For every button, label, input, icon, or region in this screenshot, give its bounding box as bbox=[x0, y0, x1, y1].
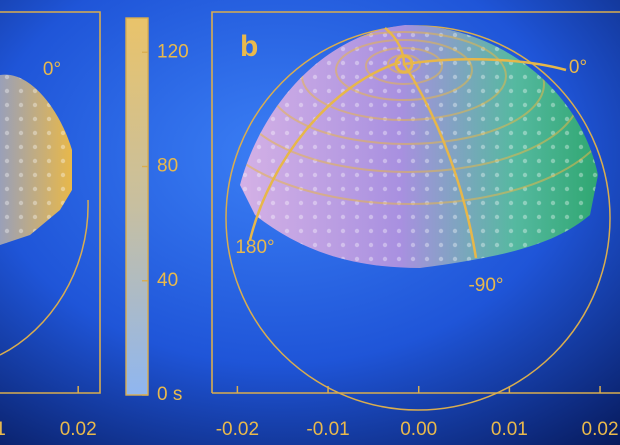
right-frame bbox=[211, 11, 620, 393]
meridian-180 bbox=[248, 60, 401, 241]
meridian-0 bbox=[384, 27, 567, 72]
annotation: -90° bbox=[468, 275, 503, 296]
annotation: 0° bbox=[43, 59, 61, 80]
colorbar-tick-label: 80 bbox=[157, 156, 178, 177]
x-tick-label: 0.02 bbox=[60, 419, 97, 440]
x-tick-label: 0.01 bbox=[491, 419, 528, 440]
x-tick-label: 0.01 bbox=[0, 419, 6, 440]
left-frame bbox=[0, 11, 101, 394]
x-tick-label: 0.00 bbox=[400, 419, 437, 440]
x-tick-label: -0.02 bbox=[216, 419, 259, 440]
meridian-minus90 bbox=[402, 63, 478, 259]
x-tick-label: 0.02 bbox=[582, 419, 619, 440]
colorbar bbox=[125, 17, 149, 396]
left-dome-dots bbox=[0, 74, 72, 245]
colorbar-tick-label: 120 bbox=[157, 41, 189, 62]
x-tick-label: -0.01 bbox=[306, 419, 349, 440]
left-sphere-outline bbox=[0, 199, 89, 356]
colorbar-tick-label: 0 s bbox=[157, 384, 182, 405]
annotation: 180° bbox=[235, 237, 274, 258]
panel-label: b bbox=[240, 30, 258, 63]
colorbar-tick-label: 40 bbox=[157, 270, 178, 291]
annotation: 0° bbox=[569, 57, 587, 78]
